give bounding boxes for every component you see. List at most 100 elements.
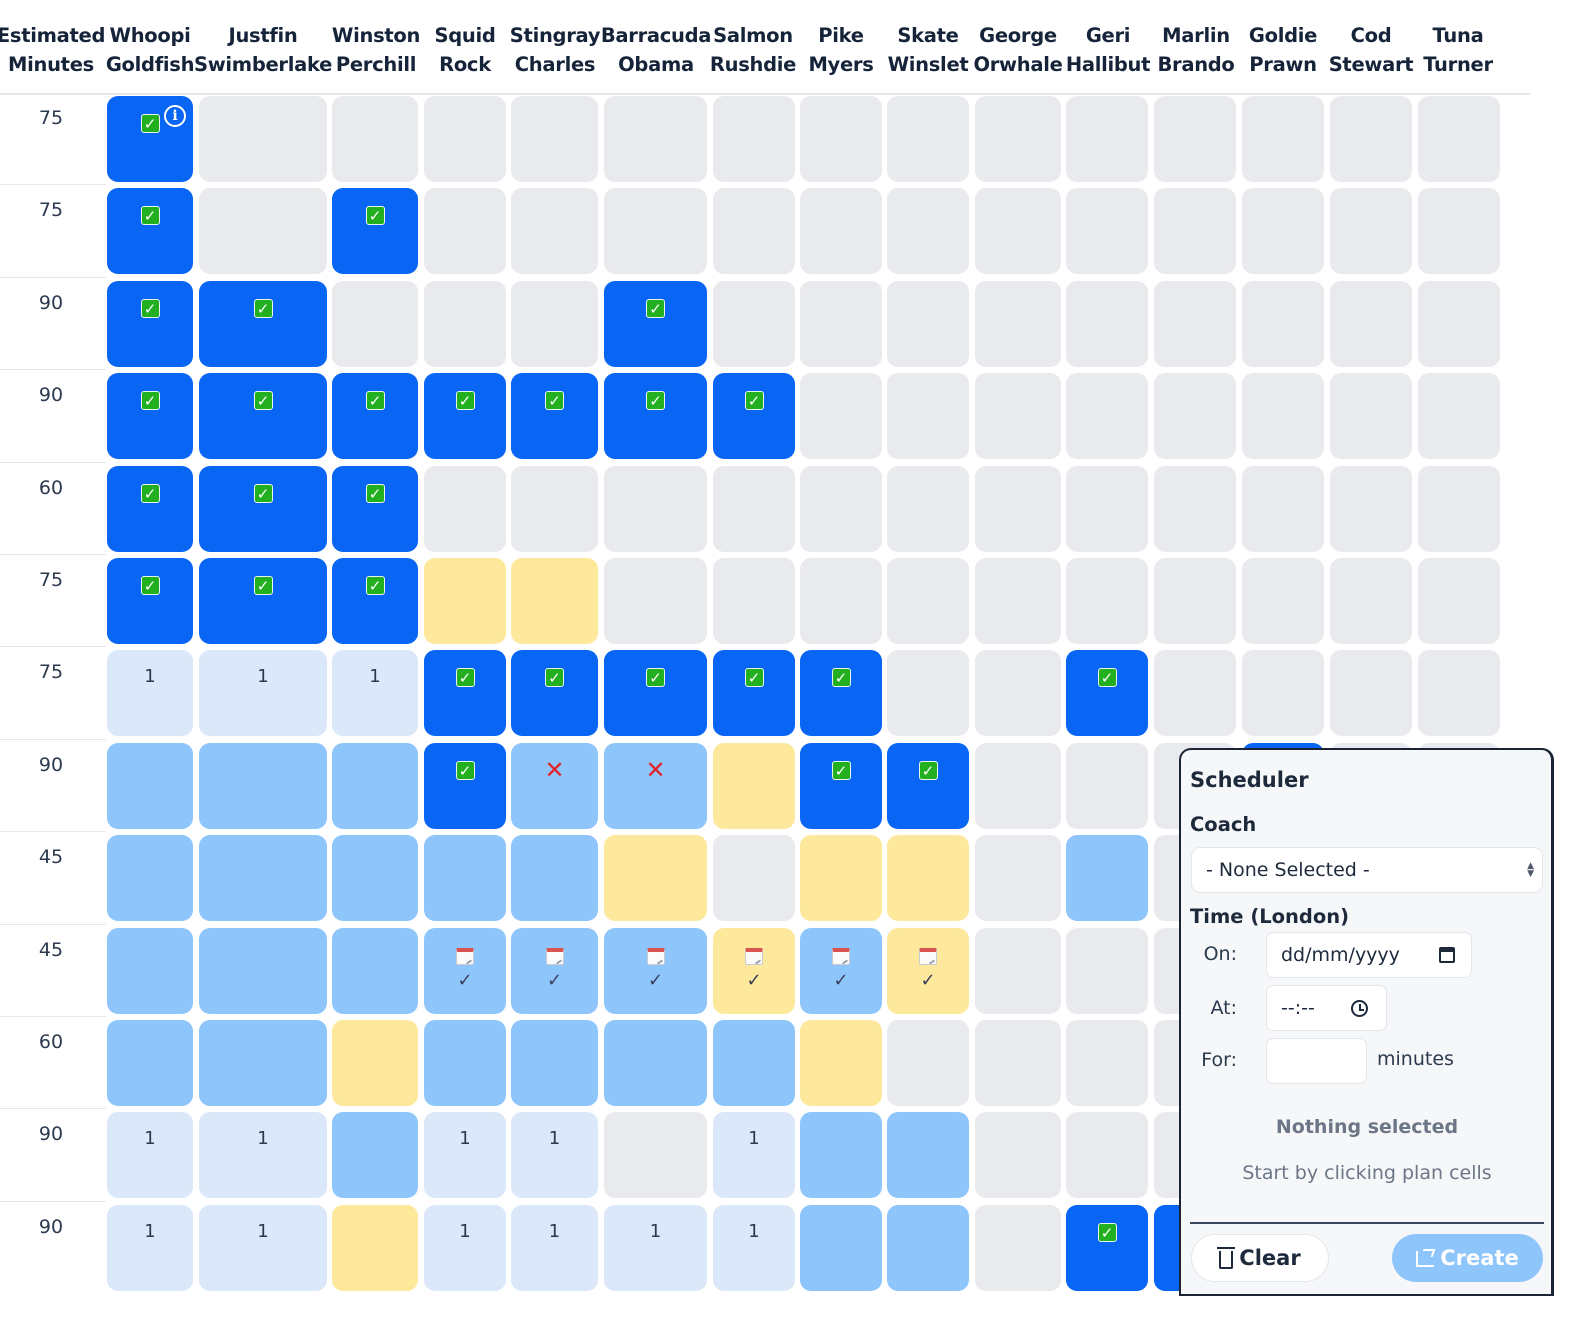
plan-cell[interactable]: ✓ xyxy=(604,373,707,460)
plan-cell[interactable] xyxy=(511,558,598,644)
plan-cell[interactable] xyxy=(887,1204,969,1291)
plan-cell[interactable]: 1 xyxy=(713,1204,795,1291)
plan-cell[interactable] xyxy=(199,1020,327,1106)
plan-cell[interactable] xyxy=(332,1020,418,1106)
plan-cell[interactable] xyxy=(199,927,327,1014)
plan-cell[interactable] xyxy=(713,280,795,367)
plan-cell[interactable] xyxy=(604,1020,707,1106)
plan-cell[interactable] xyxy=(332,927,418,1014)
plan-cell[interactable] xyxy=(332,835,418,922)
plan-cell[interactable] xyxy=(511,280,598,367)
plan-cell[interactable] xyxy=(1330,96,1412,182)
time-input[interactable]: --:-- xyxy=(1266,985,1387,1031)
plan-cell[interactable] xyxy=(1154,188,1236,275)
plan-cell[interactable]: ✓ xyxy=(107,188,193,275)
plan-cell[interactable]: ✕ xyxy=(511,742,598,829)
plan-cell[interactable] xyxy=(1330,188,1412,275)
plan-cell[interactable]: ✓ xyxy=(887,927,969,1014)
plan-cell[interactable] xyxy=(887,373,969,460)
plan-cell[interactable] xyxy=(713,742,795,829)
plan-cell[interactable] xyxy=(1066,835,1148,922)
plan-cell[interactable] xyxy=(975,373,1061,460)
plan-cell[interactable] xyxy=(1066,1112,1148,1199)
plan-cell[interactable]: ✓ xyxy=(604,280,707,367)
plan-cell[interactable] xyxy=(800,1112,882,1199)
plan-cell[interactable] xyxy=(1154,280,1236,367)
plan-cell[interactable]: ✓ xyxy=(199,558,327,644)
plan-cell[interactable]: ✓ xyxy=(107,373,193,460)
plan-cell[interactable]: 1 xyxy=(424,1204,506,1291)
plan-cell[interactable]: ✓ xyxy=(800,650,882,737)
plan-cell[interactable] xyxy=(511,188,598,275)
plan-cell[interactable] xyxy=(332,96,418,182)
plan-cell[interactable] xyxy=(1242,650,1324,737)
plan-cell[interactable] xyxy=(332,1204,418,1291)
plan-cell[interactable] xyxy=(1418,558,1500,644)
plan-cell[interactable] xyxy=(1330,280,1412,367)
plan-cell[interactable] xyxy=(975,96,1061,182)
plan-cell[interactable] xyxy=(800,465,882,552)
plan-cell[interactable] xyxy=(604,96,707,182)
plan-cell[interactable]: 1 xyxy=(332,650,418,737)
plan-cell[interactable]: 1 xyxy=(107,1204,193,1291)
plan-cell[interactable] xyxy=(107,927,193,1014)
plan-cell[interactable] xyxy=(1154,558,1236,644)
plan-cell[interactable] xyxy=(1066,1020,1148,1106)
plan-cell[interactable] xyxy=(1242,558,1324,644)
plan-cell[interactable]: ✓ xyxy=(1066,1204,1148,1291)
plan-cell[interactable] xyxy=(332,1112,418,1199)
plan-cell[interactable]: ✓ xyxy=(887,742,969,829)
plan-cell[interactable] xyxy=(107,1020,193,1106)
plan-cell[interactable] xyxy=(604,1112,707,1199)
plan-cell[interactable] xyxy=(713,1020,795,1106)
plan-cell[interactable]: ✓ xyxy=(800,927,882,1014)
duration-input[interactable] xyxy=(1266,1038,1367,1084)
plan-cell[interactable]: 1 xyxy=(713,1112,795,1199)
plan-cell[interactable] xyxy=(713,835,795,922)
plan-cell[interactable] xyxy=(199,835,327,922)
plan-cell[interactable] xyxy=(975,1020,1061,1106)
plan-cell[interactable]: ✓ xyxy=(424,742,506,829)
plan-cell[interactable]: ✓ xyxy=(332,558,418,644)
plan-cell[interactable] xyxy=(424,1020,506,1106)
plan-cell[interactable]: ✓ xyxy=(107,280,193,367)
plan-cell[interactable]: ✕ xyxy=(604,742,707,829)
plan-cell[interactable] xyxy=(1330,373,1412,460)
plan-cell[interactable] xyxy=(332,280,418,367)
plan-cell[interactable] xyxy=(800,280,882,367)
plan-cell[interactable] xyxy=(604,835,707,922)
calendar-icon[interactable] xyxy=(1439,947,1455,963)
plan-cell[interactable]: 1 xyxy=(511,1112,598,1199)
plan-cell[interactable] xyxy=(887,96,969,182)
plan-cell[interactable]: 1 xyxy=(424,1112,506,1199)
plan-cell[interactable] xyxy=(1066,742,1148,829)
plan-cell[interactable] xyxy=(604,465,707,552)
plan-cell[interactable]: ✓ xyxy=(424,373,506,460)
plan-cell[interactable] xyxy=(975,1112,1061,1199)
plan-cell[interactable] xyxy=(887,835,969,922)
plan-cell[interactable] xyxy=(1242,280,1324,367)
plan-cell[interactable] xyxy=(424,96,506,182)
plan-cell[interactable]: ✓ xyxy=(424,927,506,1014)
plan-cell[interactable] xyxy=(1066,96,1148,182)
plan-cell[interactable] xyxy=(800,373,882,460)
plan-cell[interactable] xyxy=(1066,188,1148,275)
plan-cell[interactable] xyxy=(887,1112,969,1199)
plan-cell[interactable] xyxy=(1418,465,1500,552)
plan-cell[interactable] xyxy=(199,188,327,275)
plan-cell[interactable] xyxy=(713,465,795,552)
plan-cell[interactable] xyxy=(713,558,795,644)
plan-cell[interactable] xyxy=(887,188,969,275)
plan-cell[interactable]: ✓ xyxy=(199,465,327,552)
plan-cell[interactable] xyxy=(1066,280,1148,367)
plan-cell[interactable] xyxy=(332,742,418,829)
plan-cell[interactable]: ✓ xyxy=(332,465,418,552)
plan-cell[interactable] xyxy=(107,742,193,829)
plan-cell[interactable] xyxy=(1330,465,1412,552)
clock-icon[interactable] xyxy=(1351,1000,1368,1017)
plan-cell[interactable]: ✓ xyxy=(511,650,598,737)
plan-cell[interactable]: ✓ xyxy=(800,742,882,829)
clear-button[interactable]: Clear xyxy=(1191,1234,1329,1282)
plan-cell[interactable] xyxy=(1242,465,1324,552)
plan-cell[interactable]: 1 xyxy=(199,1112,327,1199)
